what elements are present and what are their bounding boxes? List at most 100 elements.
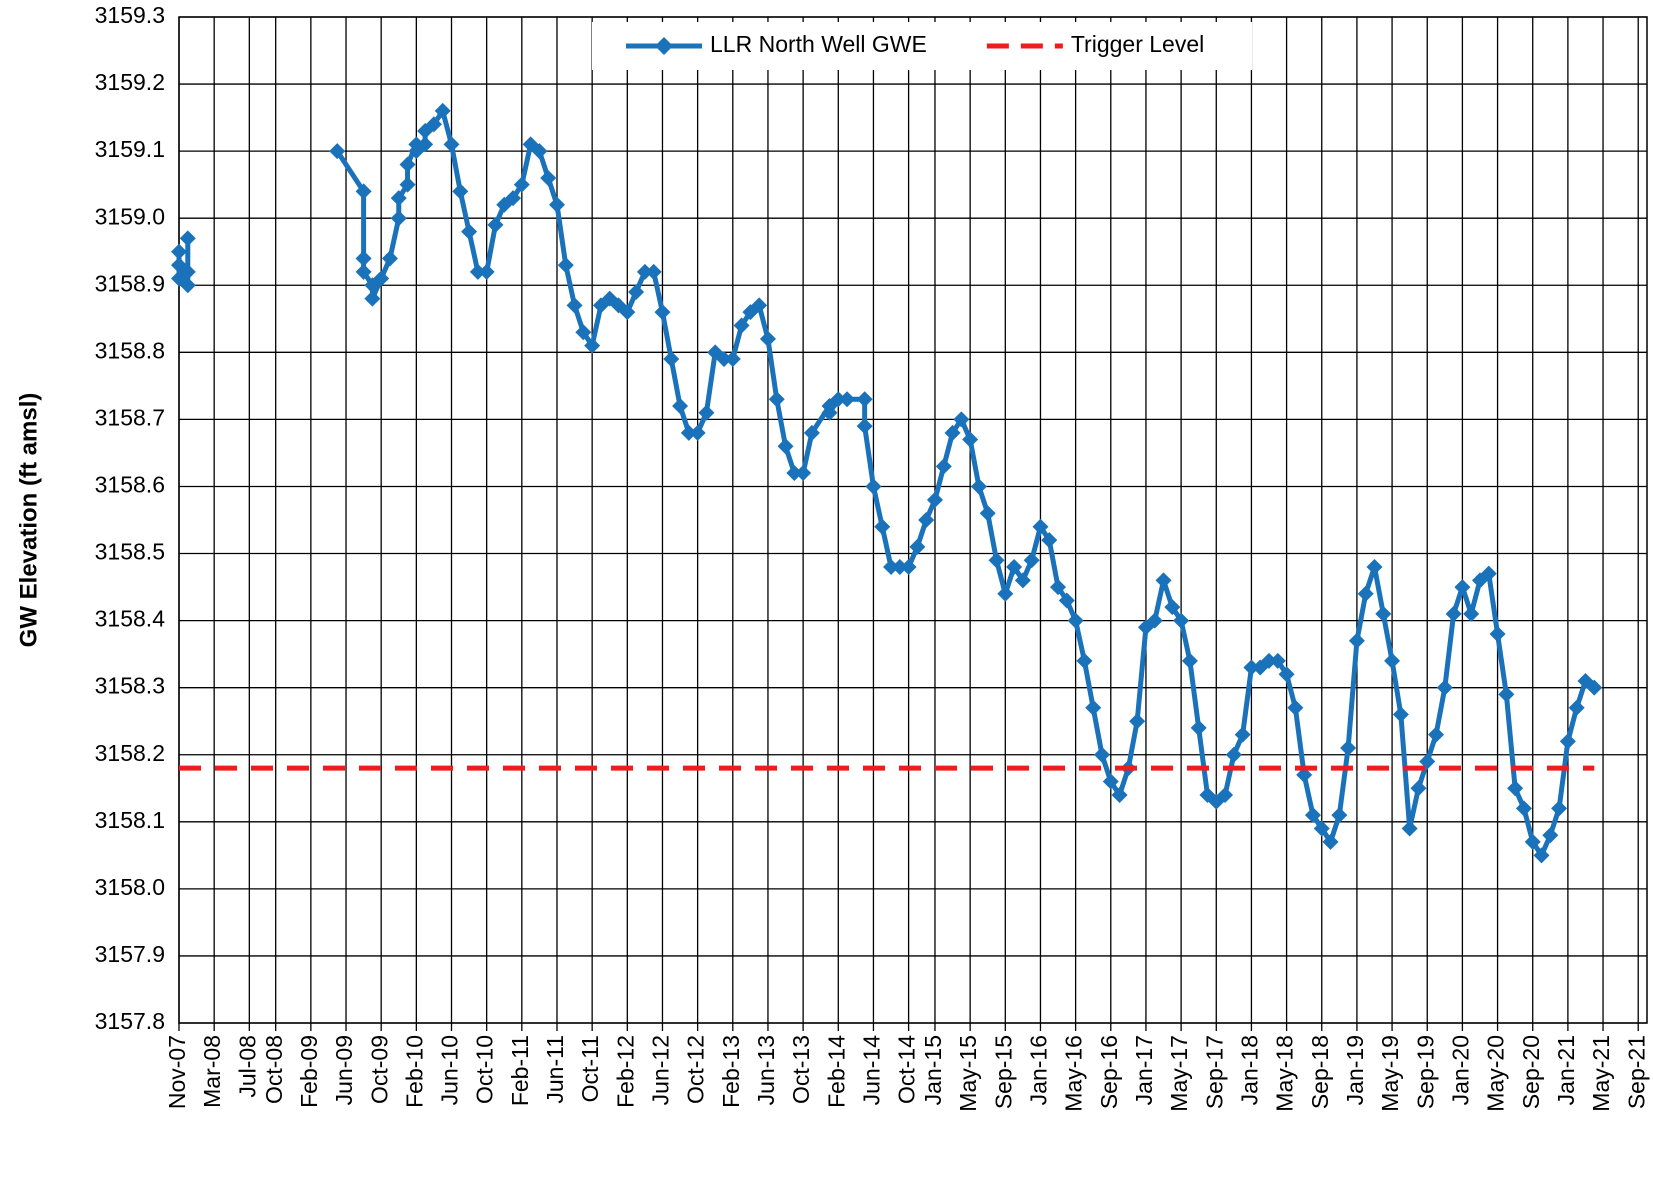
data-point [759,330,776,347]
x-tick-label: Sep-19 [1412,1035,1438,1109]
data-point [364,290,381,307]
data-point [425,116,442,133]
data-point [926,491,943,508]
data-point [883,558,900,575]
y-tick-label: 3159.2 [95,69,165,95]
data-point [1014,572,1031,589]
data-point [1006,558,1023,575]
data-point [1093,746,1110,763]
data-point [452,183,469,200]
data-point [839,391,856,408]
data-point [381,250,398,267]
data-point [1041,532,1058,549]
data-point [1146,612,1163,629]
legend-label: LLR North Well GWE [710,31,927,57]
data-point [1498,686,1515,703]
plot-frame [178,16,1648,1024]
y-tick-label: 3157.8 [95,1008,165,1034]
data-point [566,297,583,314]
data-point [979,505,996,522]
data-point [645,263,662,280]
data-point [390,190,407,207]
data-point [1050,579,1067,596]
data-point [1515,800,1532,817]
y-tick-label: 3158.2 [95,740,165,766]
data-point [1480,565,1497,582]
x-tick-label: Jan-17 [1131,1035,1157,1105]
x-tick-label: Jun-13 [753,1035,779,1105]
data-point [1111,786,1128,803]
data-point [1384,652,1401,669]
data-point [636,263,653,280]
data-point [355,183,372,200]
x-tick-label: Feb-10 [401,1035,427,1108]
data-point [548,196,565,213]
data-point [874,518,891,535]
data-point [768,391,785,408]
data-point [1313,820,1330,837]
x-tick-label: Oct-08 [261,1035,287,1104]
y-tick-label: 3159.3 [95,2,165,28]
data-point [1155,572,1172,589]
data-point [672,397,689,414]
data-point [856,391,873,408]
data-point [628,283,645,300]
data-point [1419,753,1436,770]
data-point [716,351,733,368]
data-point [1076,652,1093,669]
data-point [1551,800,1568,817]
x-tick-label: Oct-10 [472,1035,498,1104]
data-point [733,317,750,334]
data-point [1392,706,1409,723]
y-tick-label: 3158.3 [95,673,165,699]
data-point [663,351,680,368]
data-point [1322,833,1339,850]
data-point [830,391,847,408]
data-point [399,156,416,173]
data-point [803,424,820,441]
x-tick-label: Jun-14 [859,1035,885,1106]
x-tick-label: Nov-07 [164,1035,190,1109]
data-point [179,277,196,294]
data-point [751,297,768,314]
data-point [487,216,504,233]
x-tick-label: Jul-08 [234,1035,260,1098]
x-tick-label: Sep-17 [1201,1035,1227,1109]
data-point [1568,699,1585,716]
data-point [1542,827,1559,844]
data-point [1357,585,1374,602]
data-point [373,270,390,287]
data-point [355,263,372,280]
x-tick-label: Sep-16 [1096,1035,1122,1109]
y-tick-label: 3158.8 [95,337,165,363]
data-point [891,558,908,575]
y-tick-label: 3159.1 [95,136,165,162]
data-point [1304,807,1321,824]
data-point [786,465,803,482]
data-point [1261,652,1278,669]
x-tick-label: Jan-21 [1553,1035,1579,1105]
data-point [1410,780,1427,797]
x-tick-label: Jan-20 [1447,1035,1473,1105]
x-tick-label: May-17 [1166,1035,1192,1112]
data-point [1559,733,1576,750]
data-point [1181,652,1198,669]
data-point [1454,579,1471,596]
x-tick-label: Oct-09 [366,1035,392,1104]
x-tick-label: Sep-20 [1518,1035,1544,1109]
y-tick-label: 3158.9 [95,270,165,296]
data-point [1058,592,1075,609]
data-point [540,169,557,186]
x-tick-label: Sep-18 [1307,1035,1333,1109]
series-line [176,108,1596,858]
data-point [935,458,952,475]
data-point [777,438,794,455]
data-point [505,190,522,207]
data-point [1348,632,1365,649]
data-point [1085,699,1102,716]
data-point [399,176,416,193]
x-tick-label: Feb-09 [296,1035,322,1108]
data-point [698,404,715,421]
data-point [944,424,961,441]
